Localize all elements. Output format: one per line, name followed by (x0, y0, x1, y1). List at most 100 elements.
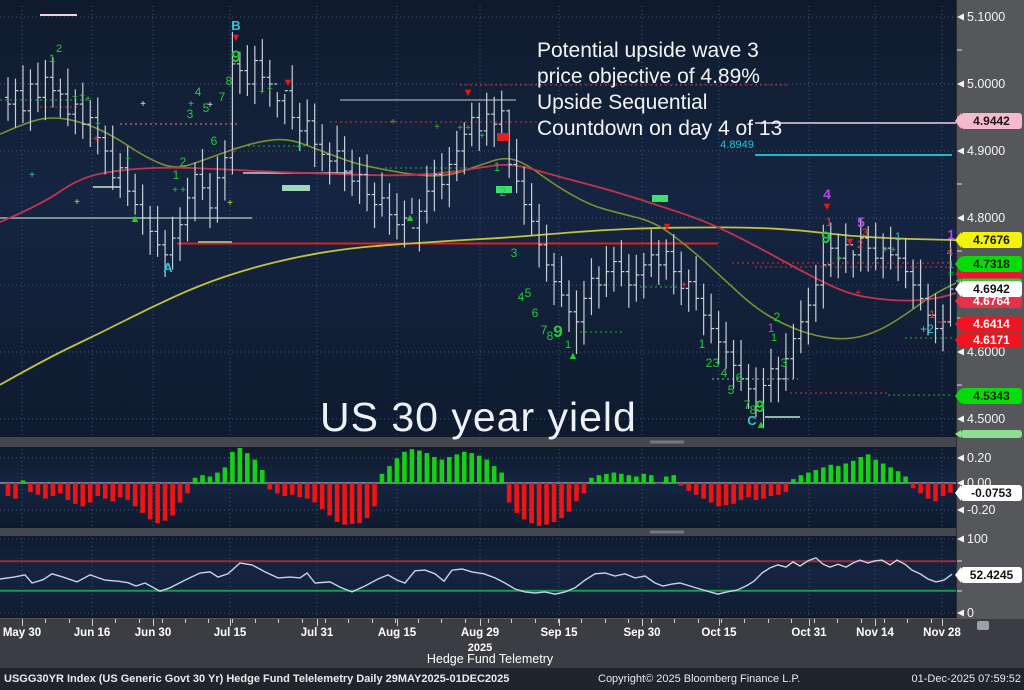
histogram-bar (604, 473, 609, 483)
x-axis-minor-tick (255, 619, 256, 623)
x-axis-date[interactable]: Aug 15 (377, 627, 417, 639)
histogram-bar (35, 483, 41, 495)
axis-tick (957, 13, 964, 21)
histogram-bar (678, 483, 684, 486)
chart-text: + (479, 131, 485, 142)
chart-text: 3 (862, 227, 868, 239)
chart-text: 4.6764 (973, 294, 1010, 308)
x-axis-minor-tick (791, 619, 792, 623)
histogram-bar (753, 483, 759, 500)
chart-text: 4.6414 (973, 317, 1010, 331)
histogram-bar (110, 483, 116, 502)
chart-annotation: Potential upside wave 3 price objective … (537, 38, 782, 142)
histogram-bar (402, 451, 407, 483)
chart-text: + (72, 92, 78, 103)
chart-text: ▼ (463, 87, 474, 99)
x-axis-date[interactable]: Sep 15 (540, 627, 578, 639)
histogram-bar (439, 459, 445, 483)
histogram-bar (409, 449, 415, 483)
histogram-bar (200, 475, 205, 483)
histogram-bar (559, 483, 564, 519)
histogram-bar (589, 477, 594, 483)
price-label-notch (955, 388, 961, 404)
chart-text: 8 (750, 403, 757, 417)
x-axis-tick (719, 619, 720, 626)
histogram-bar (574, 483, 579, 502)
chart-text: + (259, 87, 265, 98)
x-axis-date[interactable]: Nov 14 (856, 627, 894, 639)
divider-handle (650, 440, 684, 444)
x-axis-minor-tick (395, 619, 396, 623)
price-label (961, 294, 1022, 308)
axis-tick (957, 80, 964, 88)
axis-tick (957, 415, 964, 423)
histogram-bar (708, 483, 714, 503)
histogram-bar (663, 476, 669, 483)
chart-text: 5 (203, 101, 210, 115)
chart-text: 1 (826, 215, 833, 229)
chart-text: ▲ (130, 213, 141, 225)
histogram-bar (432, 457, 437, 483)
divider-handle (650, 530, 684, 534)
y-axis-gutter (957, 0, 1024, 619)
chart-text: ▼ (845, 236, 856, 248)
chart-text: 2 (706, 356, 713, 370)
x-axis-date[interactable]: Oct 15 (701, 627, 737, 639)
x-axis-date[interactable]: Aug 29 (460, 627, 500, 639)
axis-tick (957, 147, 964, 155)
histogram-bar (776, 483, 781, 495)
x-axis-date[interactable]: Jun 30 (134, 627, 172, 639)
chart-text: + (230, 147, 236, 158)
price-label (961, 332, 1022, 348)
chart-text: 3 (187, 107, 194, 121)
chart-text: 4.6171 (973, 333, 1010, 347)
histogram-bar (13, 483, 18, 499)
x-axis-strip[interactable]: 2025 Hedge Fund Telemetry May 30 Jun 16 Ju… (0, 619, 1024, 668)
x-axis-date[interactable]: Jul 31 (300, 627, 334, 639)
chart-text: 6 (532, 306, 539, 320)
histogram-bar (297, 483, 303, 498)
histogram-bar (544, 483, 549, 525)
annotation-line: price objective of 4.89% (537, 65, 760, 88)
signal-box (282, 185, 310, 191)
x-axis-date[interactable]: Nov 28 (923, 627, 961, 639)
x-axis-tick (875, 619, 876, 626)
chart-text: -0.20 (967, 503, 996, 517)
chart-text: = (948, 269, 954, 280)
chart-text: 1 (948, 259, 954, 271)
chart-text: + (882, 245, 888, 256)
histogram-bar (641, 473, 647, 483)
chart-text: 1 (771, 332, 777, 344)
chart-text: 1 (947, 227, 954, 242)
chart-text: 4 (195, 85, 202, 99)
x-axis-date[interactable]: Jun 16 (73, 627, 111, 639)
histogram-bar (731, 483, 736, 504)
price-label-notch (955, 256, 961, 272)
price-label (961, 388, 1022, 404)
x-axis-date[interactable]: Jul 15 (213, 627, 247, 639)
x-axis-date[interactable]: May 30 (2, 627, 42, 639)
histogram-bar (73, 483, 78, 504)
oscillator-panel (0, 536, 957, 619)
clock-icon[interactable] (977, 621, 989, 630)
price-label-notch (955, 113, 961, 129)
chart-text: 2 (774, 310, 781, 324)
x-axis-tick (642, 619, 643, 626)
histogram-bar (611, 472, 617, 483)
histogram-bar (828, 464, 834, 483)
histogram-bar (192, 477, 198, 483)
chart-text: 5.1000 (967, 10, 1005, 24)
histogram-bar (686, 483, 691, 491)
axis-tick (957, 479, 964, 487)
timestamp: 01-Dec-2025 07:59:52 (911, 673, 1021, 685)
histogram-bar (746, 483, 751, 498)
status-bar: USGG30YR Index (US Generic Govt 30 Yr) H… (0, 668, 1024, 690)
histogram-bar (312, 483, 317, 503)
histogram-bar (394, 458, 400, 483)
histogram-bar (170, 483, 175, 516)
x-axis-date[interactable]: Oct 31 (791, 627, 827, 639)
histogram-bar (102, 483, 108, 499)
x-axis-tick (230, 619, 231, 626)
x-axis-date[interactable]: Sep 30 (623, 627, 661, 639)
